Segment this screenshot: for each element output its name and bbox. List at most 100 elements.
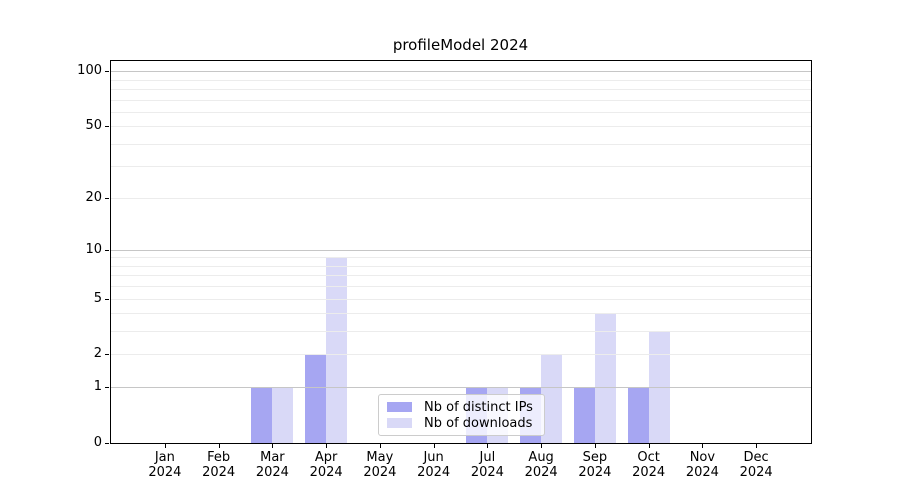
gridline-minor [110,257,811,259]
x-tick-label: Dec 2024 [724,450,788,480]
gridline-minor [110,111,811,113]
gridline-minor [110,265,811,267]
x-tick-year: 2024 [255,465,289,480]
x-tick-label: Sep 2024 [563,450,627,480]
x-tick [702,444,704,448]
gridline-minor [110,99,811,101]
chart-title: profileModel 2024 [392,36,529,54]
x-tick-month: Oct [637,450,660,465]
gridline-minor [110,298,811,300]
y-tick [105,126,109,128]
x-tick-year: 2024 [363,465,397,480]
legend-label-distinct-ips: Nb of distinct IPs [424,399,533,415]
y-tick [105,71,109,73]
x-tick [487,444,489,448]
x-tick-year: 2024 [632,465,666,480]
gridline-minor [110,126,811,128]
gridline-minor [110,331,811,333]
gridline-major [110,71,811,73]
bar-distinct-ips [305,354,327,443]
x-tick-label: Jan 2024 [133,450,197,480]
x-tick [218,444,220,448]
legend-item-distinct-ips: Nb of distinct IPs [387,399,536,415]
bar-downloads [541,354,563,443]
x-tick [326,444,328,448]
x-tick-label: Aug 2024 [509,450,573,480]
y-tick [105,387,109,389]
bar-distinct-ips [251,387,273,443]
x-tick-year: 2024 [202,465,236,480]
gridline-major [110,249,811,251]
legend-label-downloads: Nb of downloads [424,415,533,431]
y-tick-label: 100 [77,63,102,79]
x-tick-label: Jul 2024 [455,450,519,480]
x-tick-label: Mar 2024 [240,450,304,480]
gridline-major [110,387,811,389]
x-tick-year: 2024 [685,465,719,480]
x-tick-year: 2024 [417,465,451,480]
x-tick-month: Apr [314,450,338,465]
y-tick-label: 10 [85,241,102,257]
x-tick [594,444,596,448]
gridline-minor [110,143,811,145]
legend-swatch-downloads [387,418,412,428]
x-tick-month: Nov [689,450,716,465]
x-tick-label: Jun 2024 [402,450,466,480]
x-tick-month: Dec [743,450,769,465]
x-tick-month: Feb [207,450,231,465]
x-tick-label: Feb 2024 [187,450,251,480]
gridline-minor [110,286,811,288]
x-tick [541,444,543,448]
x-tick-year: 2024 [739,465,773,480]
x-tick-year: 2024 [148,465,182,480]
y-tick [105,354,109,356]
x-tick-label: Apr 2024 [294,450,358,480]
y-tick [105,443,109,444]
bar-distinct-ips [627,387,649,443]
x-tick-label: Oct 2024 [617,450,681,480]
legend: Nb of distinct IPs Nb of downloads [378,394,545,436]
y-tick-label: 1 [93,379,102,395]
x-tick-year: 2024 [524,465,558,480]
legend-swatch-distinct-ips [387,402,412,412]
y-tick [105,298,109,300]
y-tick-label: 20 [85,189,102,205]
gridline-minor [110,88,811,90]
y-tick-label: 0 [93,435,102,450]
x-tick-month: Jun [423,450,444,465]
y-tick-label: 2 [93,346,102,362]
bar-downloads [326,257,348,443]
gridline-minor [110,79,811,81]
x-tick-month: Sep [582,450,608,465]
gridline-minor [110,197,811,199]
x-tick-month: Jan [154,450,175,465]
y-tick-label: 5 [93,290,102,306]
x-tick-label: Nov 2024 [670,450,734,480]
x-tick-year: 2024 [578,465,612,480]
y-tick [105,197,109,199]
y-tick [105,249,109,251]
x-tick-month: Mar [260,450,285,465]
x-tick-label: May 2024 [348,450,412,480]
x-tick-year: 2024 [470,465,504,480]
x-tick [756,444,758,448]
x-tick [379,444,381,448]
x-tick-month: May [366,450,394,465]
bar-downloads [594,313,616,443]
gridline-minor [110,275,811,277]
y-tick-label: 50 [85,118,102,134]
x-tick-year: 2024 [309,465,343,480]
x-tick-month: Aug [528,450,554,465]
gridline-minor [110,166,811,168]
gridline-minor [110,313,811,315]
x-tick [272,444,274,448]
bar-distinct-ips [573,387,595,443]
bar-downloads [272,387,294,443]
legend-item-downloads: Nb of downloads [387,415,536,431]
x-tick [433,444,435,448]
x-tick-month: Jul [479,450,496,465]
x-tick [164,444,166,448]
gridline-minor [110,354,811,356]
x-tick [648,444,650,448]
